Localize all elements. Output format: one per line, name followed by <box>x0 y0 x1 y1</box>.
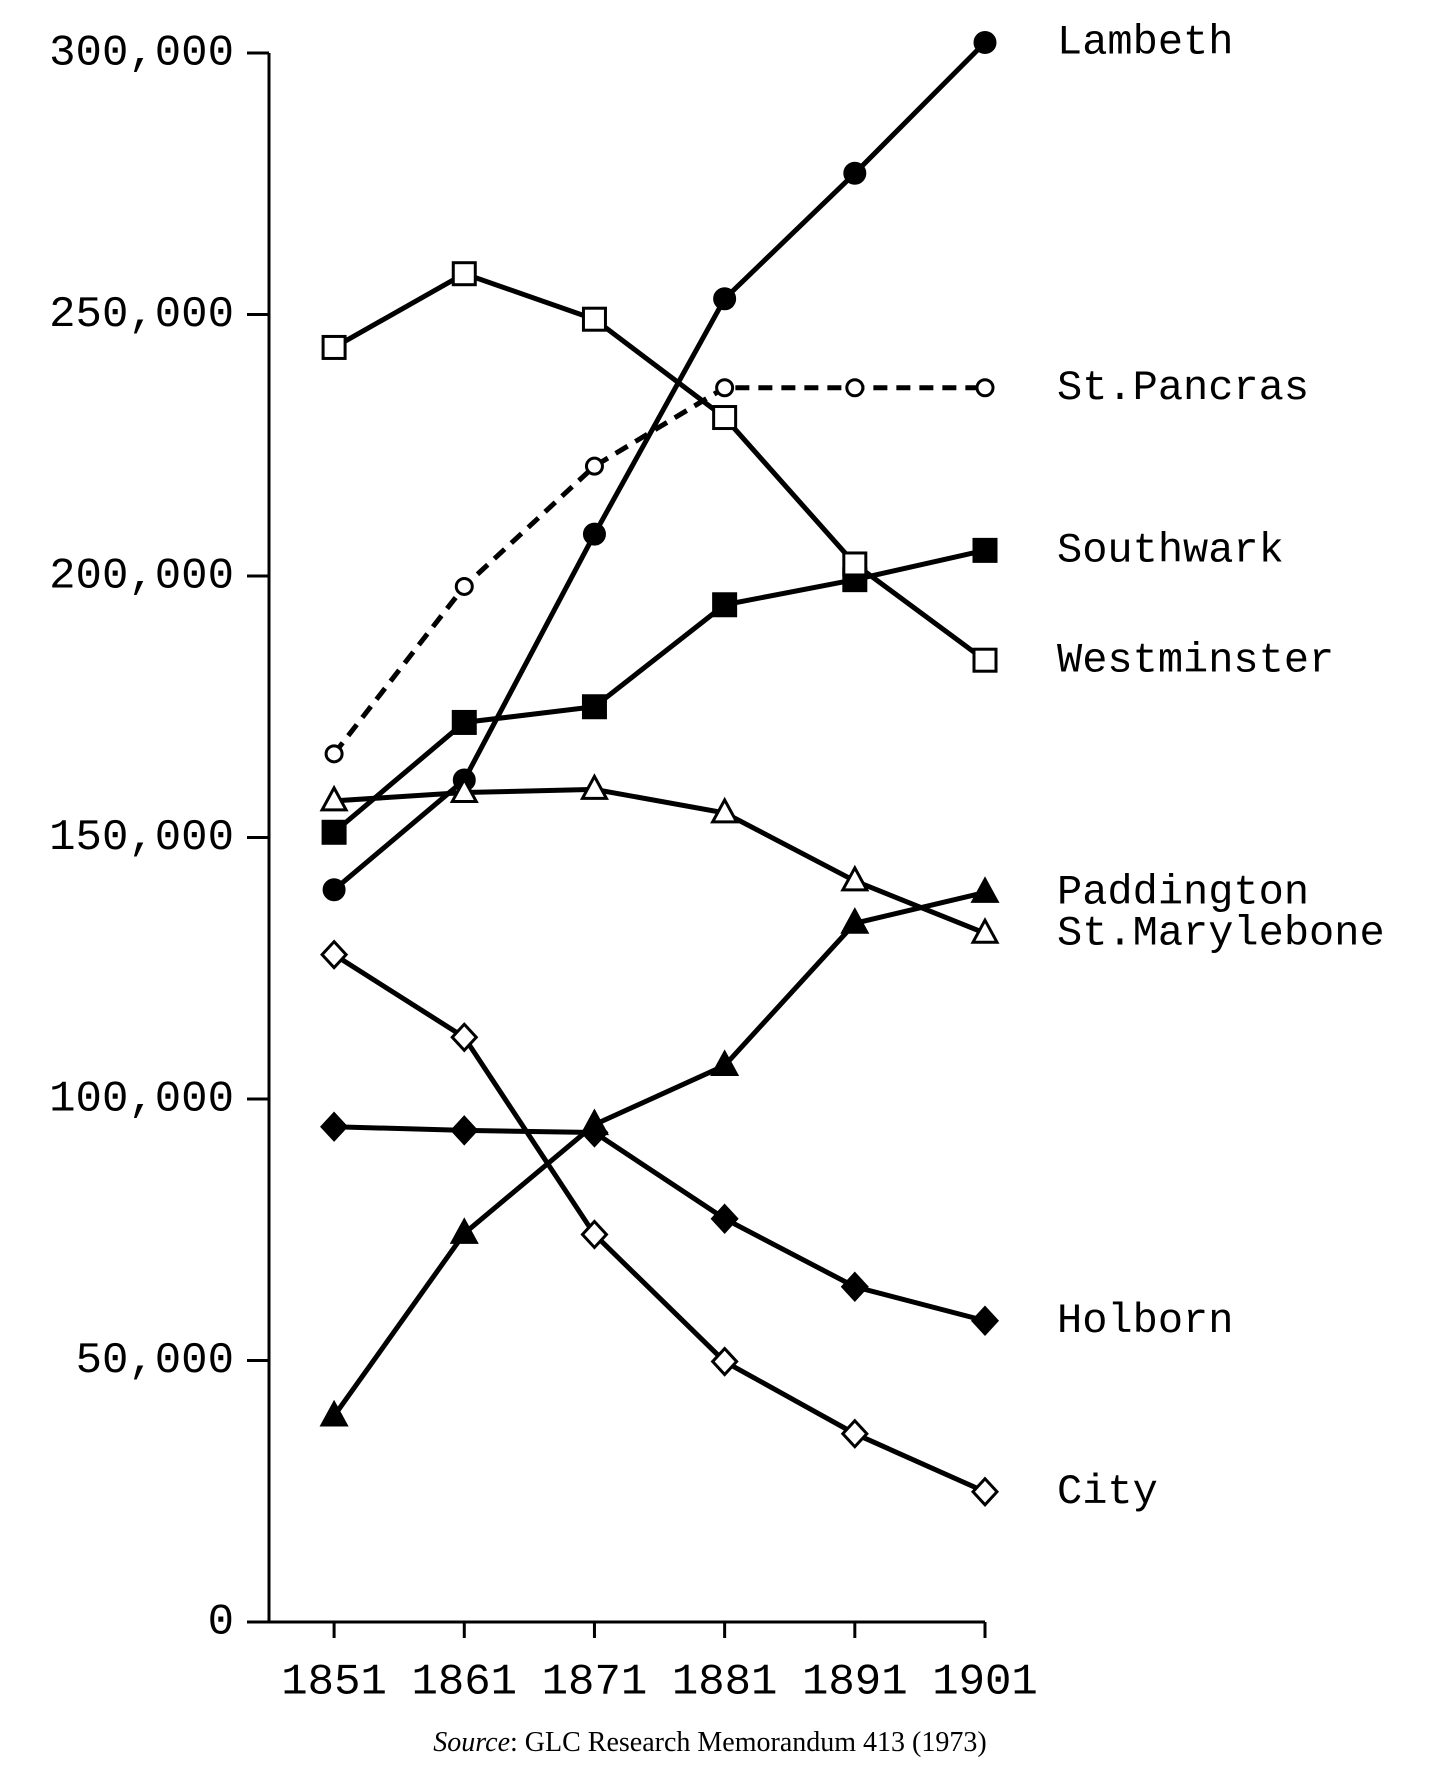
point <box>840 907 870 934</box>
point <box>321 819 347 845</box>
point <box>582 522 606 546</box>
point <box>972 537 998 563</box>
series-line <box>332 385 985 756</box>
x-tick-label: 1861 <box>411 1658 517 1708</box>
point <box>970 1305 1000 1336</box>
point <box>712 592 738 618</box>
point <box>710 1346 739 1377</box>
series-line <box>332 952 987 1495</box>
point <box>580 1219 609 1250</box>
point <box>322 878 346 902</box>
y-tick-label: 50,000 <box>76 1336 234 1386</box>
point <box>320 939 349 970</box>
y-tick-label: 150,000 <box>49 813 234 863</box>
y-tick-label: 100,000 <box>49 1075 234 1125</box>
point <box>449 1217 479 1244</box>
y-tick-label: 0 <box>208 1598 234 1648</box>
series-label: Southwark <box>1057 526 1284 574</box>
series-label: St.Marylebone <box>1057 909 1385 957</box>
series-label: Lambeth <box>1057 19 1233 67</box>
series-line <box>334 1124 986 1324</box>
series-label: City <box>1057 1468 1158 1516</box>
series-line <box>333 786 986 936</box>
point <box>450 1022 479 1053</box>
y-tick-label: 300,000 <box>49 29 234 79</box>
source-text: : GLC Research Memorandum 413 (1973) <box>510 1727 987 1758</box>
point <box>581 306 607 332</box>
series-label: Westminster <box>1057 636 1334 684</box>
source: Source: GLC Research Memorandum 413 (197… <box>433 1727 986 1758</box>
point <box>584 456 604 476</box>
point <box>319 1399 349 1427</box>
point <box>319 784 349 812</box>
series-line <box>332 270 987 663</box>
point <box>840 1418 869 1449</box>
y-tick-label: 200,000 <box>49 552 234 602</box>
series-line <box>332 40 987 892</box>
point <box>970 1476 1000 1507</box>
point <box>845 378 865 398</box>
point <box>320 1111 349 1142</box>
series-label: Paddington <box>1057 869 1309 917</box>
point <box>970 876 1000 903</box>
point <box>449 776 479 804</box>
point <box>842 551 868 577</box>
series-line <box>332 547 986 835</box>
point <box>454 576 474 596</box>
point <box>581 694 607 720</box>
point <box>451 261 477 287</box>
point <box>324 744 344 764</box>
point <box>710 1049 740 1077</box>
series-label: Holborn <box>1057 1297 1233 1345</box>
point <box>840 864 870 892</box>
point <box>451 709 477 735</box>
point <box>710 796 740 824</box>
x-tick-label: 1881 <box>672 1658 778 1708</box>
point <box>710 1203 739 1234</box>
series-line <box>332 889 986 1418</box>
point <box>970 917 1000 944</box>
point <box>580 1117 609 1148</box>
source-prefix: Source <box>433 1727 510 1758</box>
point <box>840 1271 869 1302</box>
x-tick-label: 1891 <box>802 1658 908 1708</box>
point <box>450 1115 479 1146</box>
point <box>712 405 738 431</box>
point <box>579 773 609 800</box>
point <box>975 378 995 398</box>
x-tick-label: 1851 <box>281 1658 387 1708</box>
x-tick-label: 1871 <box>542 1658 648 1708</box>
point <box>321 334 347 360</box>
point <box>973 31 997 55</box>
series-label: St.Pancras <box>1057 364 1309 412</box>
y-tick-label: 250,000 <box>49 290 234 340</box>
point <box>972 647 998 673</box>
point <box>843 161 867 185</box>
point <box>715 378 735 398</box>
x-tick-label: 1901 <box>932 1658 1038 1708</box>
point <box>713 287 737 311</box>
